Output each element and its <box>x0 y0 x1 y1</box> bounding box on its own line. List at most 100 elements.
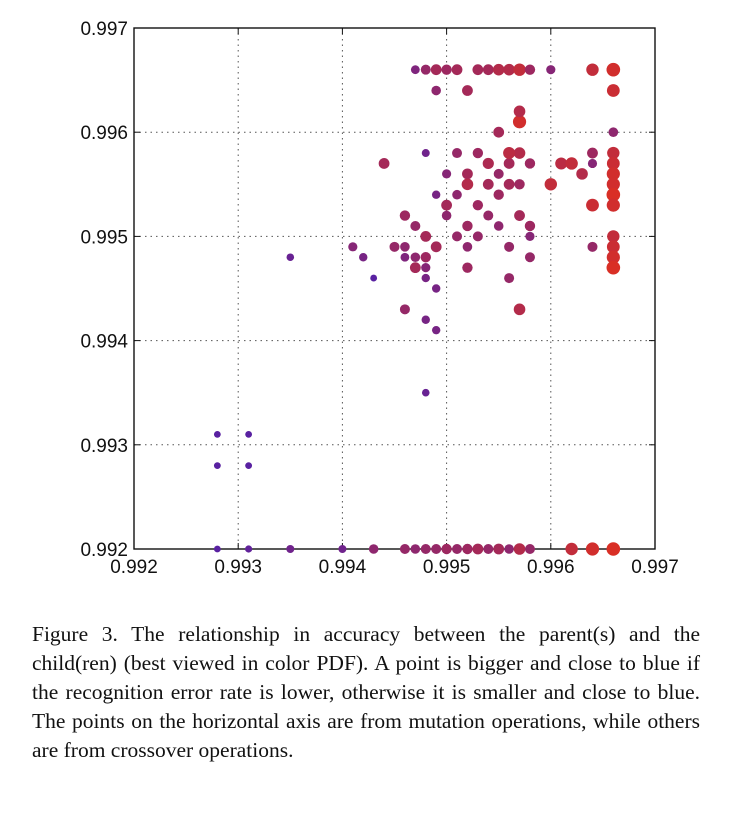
y-tick-label: 0.992 <box>80 540 128 561</box>
data-point <box>524 158 536 169</box>
y-tick-label: 0.996 <box>80 123 128 144</box>
data-point <box>565 157 578 170</box>
data-point <box>338 545 347 553</box>
data-point <box>399 544 410 554</box>
data-point <box>441 210 452 221</box>
data-point <box>482 64 494 76</box>
data-point <box>245 430 253 438</box>
data-point <box>585 542 600 556</box>
data-point <box>606 63 620 77</box>
data-point <box>410 544 421 554</box>
y-tick-label: 0.997 <box>80 19 128 40</box>
data-point <box>421 273 430 283</box>
data-point <box>286 253 295 262</box>
data-point <box>493 168 504 179</box>
data-point <box>493 126 505 138</box>
data-point <box>607 230 620 243</box>
scatter-chart: 0.992 0.992 0.993 0.993 0.994 0.994 0.995 0.995… <box>80 19 679 578</box>
data-point <box>399 304 410 315</box>
data-point <box>368 544 379 554</box>
data-point <box>606 177 620 191</box>
data-point <box>461 178 474 191</box>
data-point <box>524 544 535 554</box>
data-point <box>606 240 620 254</box>
data-point <box>452 148 463 159</box>
data-point <box>482 157 494 170</box>
data-point <box>606 250 620 264</box>
data-point <box>286 545 295 553</box>
data-point <box>482 178 494 190</box>
data-point <box>492 63 505 76</box>
data-point <box>503 178 515 190</box>
data-point <box>608 127 619 137</box>
data-point <box>462 242 473 252</box>
data-point <box>586 198 599 212</box>
data-point <box>587 241 598 252</box>
data-point <box>451 64 463 76</box>
data-point <box>524 220 536 232</box>
data-point <box>483 544 494 554</box>
data-point <box>546 65 556 75</box>
data-point <box>431 190 441 199</box>
data-point <box>606 84 620 97</box>
data-point <box>472 199 484 211</box>
data-point <box>452 544 463 554</box>
data-point <box>587 158 598 169</box>
data-point <box>431 325 441 335</box>
data-point <box>410 220 421 231</box>
data-point <box>513 147 526 159</box>
data-point <box>213 545 221 553</box>
data-point <box>493 189 504 200</box>
data-point <box>472 231 483 242</box>
y-tick-label: 0.994 <box>80 332 128 353</box>
data-point <box>420 64 431 75</box>
data-point <box>472 64 484 76</box>
data-point <box>348 242 358 252</box>
data-point <box>430 64 442 76</box>
data-point <box>503 147 516 160</box>
data-point <box>525 231 535 241</box>
data-point <box>514 210 525 221</box>
data-point <box>370 274 378 282</box>
data-point <box>442 169 452 179</box>
figure-caption: Figure 3. The relationship in accuracy b… <box>32 622 700 762</box>
data-point <box>606 157 620 170</box>
data-point <box>462 168 473 180</box>
x-tick-label: 0.995 <box>423 557 471 578</box>
data-point <box>512 115 527 129</box>
data-point <box>565 542 578 556</box>
x-tick-label: 0.997 <box>631 557 679 578</box>
data-point <box>503 63 515 76</box>
data-point <box>431 85 441 96</box>
y-tick-label: 0.993 <box>80 436 128 457</box>
data-point <box>504 273 515 284</box>
data-point <box>555 157 568 170</box>
data-point <box>524 64 536 75</box>
data-point <box>399 210 411 221</box>
data-point <box>441 64 452 75</box>
data-point <box>462 262 473 273</box>
data-point <box>462 543 473 555</box>
data-point <box>409 262 421 274</box>
data-point <box>472 147 484 159</box>
data-point <box>420 252 431 263</box>
data-point <box>606 542 621 556</box>
data-point <box>587 147 598 159</box>
x-tick-label: 0.992 <box>110 557 158 578</box>
data-point <box>513 105 526 118</box>
data-point <box>513 543 526 555</box>
data-point <box>400 252 410 262</box>
data-point <box>421 149 430 158</box>
data-point <box>389 241 400 252</box>
data-point <box>513 63 526 76</box>
data-point <box>245 545 253 553</box>
data-point <box>245 462 253 470</box>
data-point <box>503 158 515 169</box>
x-tick-label: 0.996 <box>527 557 575 578</box>
data-point <box>420 544 431 554</box>
y-tick-label: 0.995 <box>80 227 128 248</box>
data-point <box>420 231 432 242</box>
data-point <box>359 253 368 262</box>
data-point <box>462 220 473 232</box>
